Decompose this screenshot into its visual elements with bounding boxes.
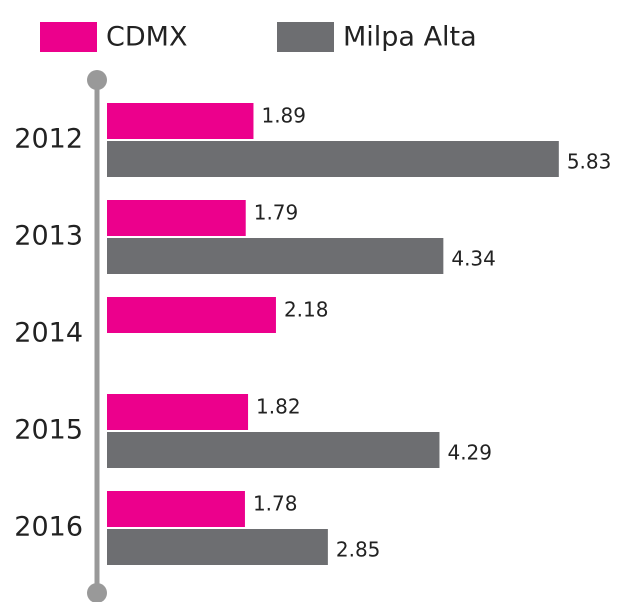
- bar: [107, 432, 440, 468]
- value-label: 5.83: [567, 150, 612, 174]
- legend-label: Milpa Alta: [343, 22, 477, 53]
- timeline-dot: [87, 70, 107, 90]
- bar: [107, 200, 246, 236]
- value-label: 2.18: [284, 298, 329, 322]
- category-label: 2016: [14, 512, 83, 543]
- value-label: 1.79: [254, 201, 299, 225]
- category-label: 2013: [14, 221, 83, 252]
- value-label: 1.82: [256, 395, 301, 419]
- bar: [107, 103, 254, 139]
- timeline-dot: [87, 583, 107, 602]
- category-label: 2012: [14, 124, 83, 155]
- value-label: 1.89: [261, 104, 306, 128]
- bar: [107, 238, 444, 274]
- legend-swatch: [40, 22, 97, 52]
- value-label: 4.29: [447, 441, 492, 465]
- bar: [107, 297, 276, 333]
- category-label: 2014: [14, 318, 83, 349]
- bar: [107, 529, 328, 565]
- legend-swatch: [277, 22, 334, 52]
- bar: [107, 141, 559, 177]
- value-label: 1.78: [253, 492, 298, 516]
- value-label: 4.34: [451, 247, 496, 271]
- bar: [107, 394, 249, 430]
- bar: [107, 491, 245, 527]
- value-label: 2.85: [336, 538, 381, 562]
- category-label: 2015: [14, 415, 83, 446]
- legend-label: CDMX: [106, 22, 187, 53]
